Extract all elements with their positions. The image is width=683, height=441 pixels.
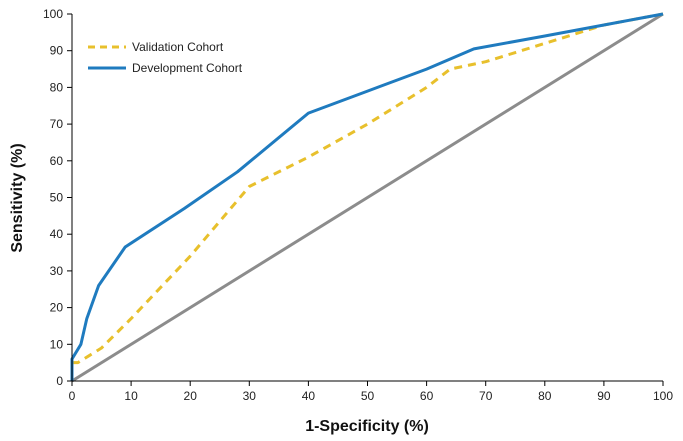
x-tick-label: 50 xyxy=(361,389,375,403)
y-tick-label: 80 xyxy=(50,80,64,94)
y-tick-label: 10 xyxy=(50,337,64,351)
x-tick-label: 0 xyxy=(69,389,76,403)
y-tick-label: 50 xyxy=(50,191,64,205)
x-tick-label: 100 xyxy=(653,389,673,403)
x-tick-label: 20 xyxy=(184,389,198,403)
y-tick-label: 100 xyxy=(43,7,63,21)
y-axis-title: Sensitivity (%) xyxy=(9,143,26,252)
y-tick-label: 40 xyxy=(50,227,64,241)
x-tick-label: 80 xyxy=(538,389,552,403)
x-ticks: 0 10 20 30 40 50 60 70 80 90 100 xyxy=(69,381,673,403)
x-tick-label: 40 xyxy=(302,389,316,403)
series-line-validation xyxy=(72,12,664,365)
y-tick-label: 70 xyxy=(50,117,64,131)
plot-lines xyxy=(70,12,664,383)
series-line-development xyxy=(70,12,664,381)
legend-label-development: Development Cohort xyxy=(132,61,243,75)
x-axis-title: 1-Specificity (%) xyxy=(305,418,429,435)
legend-label-validation: Validation Cohort xyxy=(132,40,224,54)
x-tick-label: 70 xyxy=(479,389,493,403)
legend: Validation Cohort Development Cohort xyxy=(88,40,243,75)
y-tick-label: 0 xyxy=(56,374,63,388)
x-tick-label: 60 xyxy=(420,389,434,403)
y-tick-label: 30 xyxy=(50,264,64,278)
series-line-reference-diagonal xyxy=(71,12,664,383)
x-tick-label: 90 xyxy=(597,389,611,403)
x-tick-label: 30 xyxy=(243,389,257,403)
y-ticks: 0 10 20 30 40 50 60 70 80 90 100 xyxy=(43,7,72,388)
y-tick-label: 20 xyxy=(50,301,64,315)
y-tick-label: 90 xyxy=(50,44,64,58)
x-tick-label: 10 xyxy=(124,389,138,403)
y-tick-label: 60 xyxy=(50,154,64,168)
